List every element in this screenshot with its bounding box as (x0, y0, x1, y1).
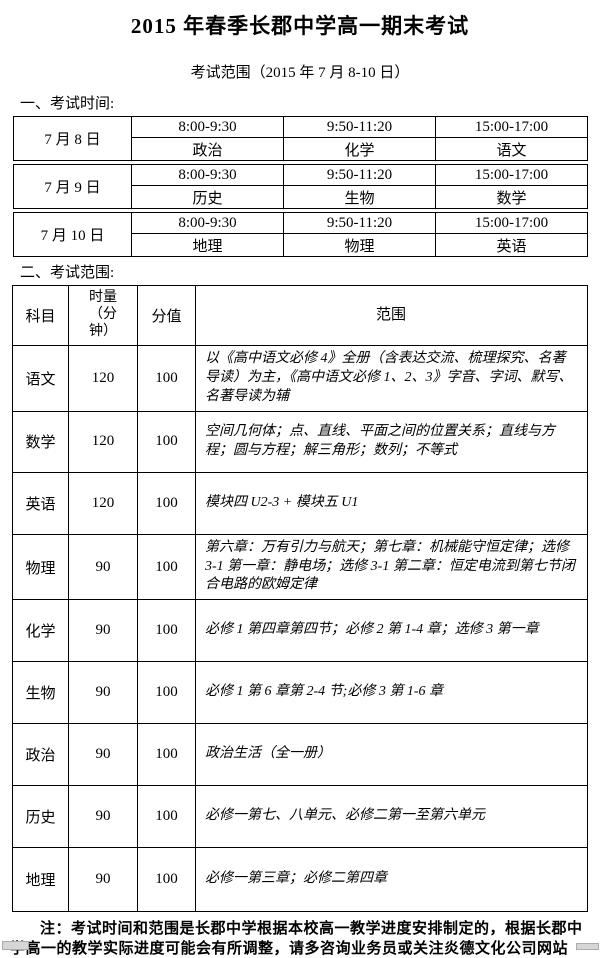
page-corner-artifact-right (576, 943, 599, 950)
column-header-subject: 科目 (12, 285, 69, 346)
time-cell: 8:00-9:30 (131, 212, 284, 234)
duration-cell: 90 (68, 661, 138, 725)
time-cell: 15:00-17:00 (435, 116, 588, 138)
table-row: 地理 物理 英语 (14, 233, 588, 257)
table-header-row: 科目 时量 （分 钟） 分值 范围 (12, 285, 588, 346)
score-cell: 100 (137, 345, 196, 412)
score-cell: 100 (137, 410, 196, 473)
document-page: 2015 年春季长郡中学高一期末考试 考试范围（2015 年 7 月 8-10 … (0, 10, 600, 957)
table-row: 数学 120 100 空间几何体；点、直线、平面之间的位置关系；直线与方程；圆与… (12, 410, 588, 473)
duration-cell: 90 (68, 533, 138, 601)
subject-cell: 语文 (12, 345, 69, 412)
table-row: 英语 120 100 模块四 U2-3 + 模块五 U1 (12, 471, 588, 535)
scope-cell: 模块四 U2-3 + 模块五 U1 (195, 471, 588, 535)
time-cell: 15:00-17:00 (435, 164, 588, 186)
scope-cell: 空间几何体；点、直线、平面之间的位置关系；直线与方程；圆与方程；解三角形；数列；… (195, 410, 588, 473)
exam-scope-table: 科目 时量 （分 钟） 分值 范围 语文 120 100 以《高中语文必修 4》… (12, 285, 588, 913)
subject-cell: 物理 (283, 233, 436, 257)
subject-cell: 政治 (12, 723, 69, 787)
table-row: 历史 90 100 必修一第七、八单元、必修二第一至第六单元 (12, 785, 588, 849)
subject-cell: 语文 (435, 137, 588, 161)
date-cell: 7 月 8 日 (13, 116, 132, 161)
subject-cell: 生物 (283, 185, 436, 209)
scope-cell: 必修 1 第 6 章第 2-4 节;必修 3 第 1-6 章 (195, 661, 588, 725)
subject-cell: 数学 (435, 185, 588, 209)
scope-cell: 第六章：万有引力与航天；第七章：机械能守恒定律；选修 3-1 第一章：静电场；选… (195, 533, 588, 601)
column-header-score: 分值 (137, 285, 196, 346)
date-cell: 7 月 9 日 (13, 164, 132, 209)
duration-cell: 120 (68, 471, 138, 535)
subject-cell: 政治 (131, 137, 284, 161)
table-row: 化学 90 100 必修 1 第四章第四节；必修 2 第 1-4 章；选修 3 … (12, 599, 588, 663)
table-row: 7 月 10 日 8:00-9:30 9:50-11:20 15:00-17:0… (13, 212, 588, 257)
section-heading-exam-time: 一、考试时间: (20, 96, 115, 112)
table-row: 历史 生物 数学 (14, 185, 588, 209)
subject-cell: 化学 (283, 137, 436, 161)
duration-cell: 90 (68, 723, 138, 787)
scope-cell: 政治生活（全一册） (195, 723, 588, 787)
section-heading-exam-scope: 二、考试范围: (20, 265, 115, 281)
scope-cell: 以《高中语文必修 4》全册（含表达交流、梳理探究、名著导读）为主，《高中语文必修… (195, 345, 588, 412)
date-cell: 7 月 10 日 (13, 212, 132, 257)
score-cell: 100 (137, 723, 196, 787)
scope-cell: 必修一第三章；必修二第四章 (195, 847, 588, 913)
table-row: 政治 90 100 政治生活（全一册） (12, 723, 588, 787)
table-row: 生物 90 100 必修 1 第 6 章第 2-4 节;必修 3 第 1-6 章 (12, 661, 588, 725)
scope-cell: 必修一第七、八单元、必修二第一至第六单元 (195, 785, 588, 849)
subject-cell: 数学 (12, 410, 69, 473)
score-cell: 100 (137, 785, 196, 849)
time-cell: 9:50-11:20 (283, 116, 436, 138)
time-cell: 8:00-9:30 (131, 116, 284, 138)
score-cell: 100 (137, 599, 196, 663)
footnote: 注：考试时间和范围是长郡中学根据本校高一教学进度安排制定的，根据长郡中学高一的教… (10, 920, 583, 957)
score-cell: 100 (137, 533, 196, 601)
duration-cell: 120 (68, 410, 138, 473)
time-cell: 9:50-11:20 (283, 164, 436, 186)
subject-cell: 英语 (435, 233, 588, 257)
subject-cell: 英语 (12, 471, 69, 535)
page-corner-artifact-left (2, 941, 29, 950)
exam-time-table-day1: 7 月 8 日 8:00-9:30 9:50-11:20 15:00-17:00… (13, 116, 588, 161)
table-row: 7 月 9 日 8:00-9:30 9:50-11:20 15:00-17:00 (13, 164, 588, 209)
subject-cell: 历史 (12, 785, 69, 849)
duration-cell: 90 (68, 847, 138, 913)
score-cell: 100 (137, 847, 196, 913)
time-cell: 8:00-9:30 (131, 164, 284, 186)
subject-cell: 地理 (131, 233, 284, 257)
time-cell: 15:00-17:00 (435, 212, 588, 234)
subject-cell: 生物 (12, 661, 69, 725)
duration-cell: 90 (68, 785, 138, 849)
subject-cell: 地理 (12, 847, 69, 913)
subject-cell: 物理 (12, 533, 69, 601)
score-cell: 100 (137, 661, 196, 725)
column-header-scope: 范围 (195, 285, 588, 346)
duration-cell: 90 (68, 599, 138, 663)
subject-cell: 历史 (131, 185, 284, 209)
table-row: 7 月 8 日 8:00-9:30 9:50-11:20 15:00-17:00 (13, 116, 588, 161)
table-row: 地理 90 100 必修一第三章；必修二第四章 (12, 847, 588, 913)
scope-cell: 必修 1 第四章第四节；必修 2 第 1-4 章；选修 3 第一章 (195, 599, 588, 663)
page-title: 2015 年春季长郡中学高一期末考试 (130, 14, 470, 38)
page-subtitle: 考试范围（2015 年 7 月 8-10 日） (190, 65, 410, 81)
duration-cell: 120 (68, 345, 138, 412)
table-row: 物理 90 100 第六章：万有引力与航天；第七章：机械能守恒定律；选修 3-1… (12, 533, 588, 601)
table-row: 语文 120 100 以《高中语文必修 4》全册（含表达交流、梳理探究、名著导读… (12, 345, 588, 412)
exam-time-table-day2: 7 月 9 日 8:00-9:30 9:50-11:20 15:00-17:00… (13, 164, 588, 209)
time-cell: 9:50-11:20 (283, 212, 436, 234)
exam-time-table-day3: 7 月 10 日 8:00-9:30 9:50-11:20 15:00-17:0… (13, 212, 588, 257)
column-header-duration: 时量 （分 钟） (68, 285, 138, 346)
table-row: 政治 化学 语文 (14, 137, 588, 161)
subject-cell: 化学 (12, 599, 69, 663)
score-cell: 100 (137, 471, 196, 535)
